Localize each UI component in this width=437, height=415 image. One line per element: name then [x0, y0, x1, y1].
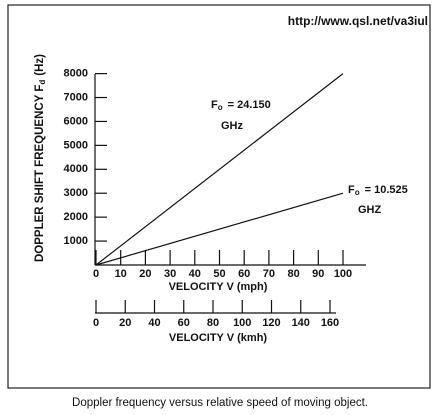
- annotation-unit: GHz: [221, 120, 244, 132]
- annotation-text: = 24.150: [228, 99, 271, 111]
- x-tick-label: 70: [263, 268, 275, 280]
- annotation-text: = 10.525: [365, 184, 408, 196]
- x2-tick-label: 120: [262, 317, 280, 329]
- caption: Doppler frequency versus relative speed …: [72, 397, 368, 409]
- x2-tick-label: 60: [178, 317, 190, 329]
- x-tick-label: 0: [93, 268, 99, 280]
- annotation: Fo = 24.150: [211, 99, 271, 112]
- annotation: Fo = 10.525: [348, 184, 408, 197]
- x2-tick-label: 40: [148, 317, 160, 329]
- x-tick-label: 10: [115, 268, 127, 280]
- x-tick-label: 60: [238, 268, 250, 280]
- x-axis-title: VELOCITY V (mph): [169, 281, 268, 293]
- x-tick-label: 90: [312, 268, 324, 280]
- y-tick-label: 5000: [64, 139, 88, 151]
- annotation-symbol: F: [348, 184, 355, 196]
- x-tick-label: 20: [139, 268, 151, 280]
- x2-tick-label: 80: [207, 317, 219, 329]
- y-tick-label: 1000: [64, 235, 88, 247]
- x-tick-label: 80: [287, 268, 299, 280]
- x2-tick-label: 20: [119, 317, 131, 329]
- x-tick-label: 40: [189, 268, 201, 280]
- annotation-symbol: F: [211, 99, 218, 111]
- x-tick-label: 100: [334, 268, 352, 280]
- series-line: [95, 192, 344, 266]
- y-tick-label: 4000: [64, 163, 88, 175]
- y-title-text: DOPPLER SHIFT FREQUENCY F: [34, 85, 46, 262]
- y-tick-label: 6000: [64, 115, 88, 127]
- x2-tick-label: 0: [93, 317, 99, 329]
- y-axis-title: DOPPLER SHIFT FREQUENCY Fd (Hz): [34, 54, 47, 262]
- annotation-unit: GHZ: [358, 204, 382, 216]
- annotation-subscript: o: [355, 188, 360, 197]
- series-line: [95, 73, 344, 266]
- y-title-unit: (Hz): [34, 54, 46, 76]
- x-tick-label: 30: [164, 268, 176, 280]
- source-url: http://www.qsl.net/va3iul: [288, 14, 428, 28]
- x-tick-label: 50: [213, 268, 225, 280]
- frame: [7, 4, 431, 389]
- y-tick-label: 8000: [64, 68, 88, 80]
- annotation-subscript: o: [218, 103, 223, 112]
- x2-axis-title: VELOCITY V (kmh): [169, 332, 268, 344]
- y-tick-label: 2000: [64, 211, 88, 223]
- y-tick-label: 3000: [64, 187, 88, 199]
- y-tick-label: 7000: [64, 91, 88, 103]
- x2-tick-label: 140: [292, 317, 310, 329]
- x2-tick-label: 160: [321, 317, 339, 329]
- y-title-subscript: d: [38, 80, 47, 85]
- x2-tick-label: 100: [233, 317, 251, 329]
